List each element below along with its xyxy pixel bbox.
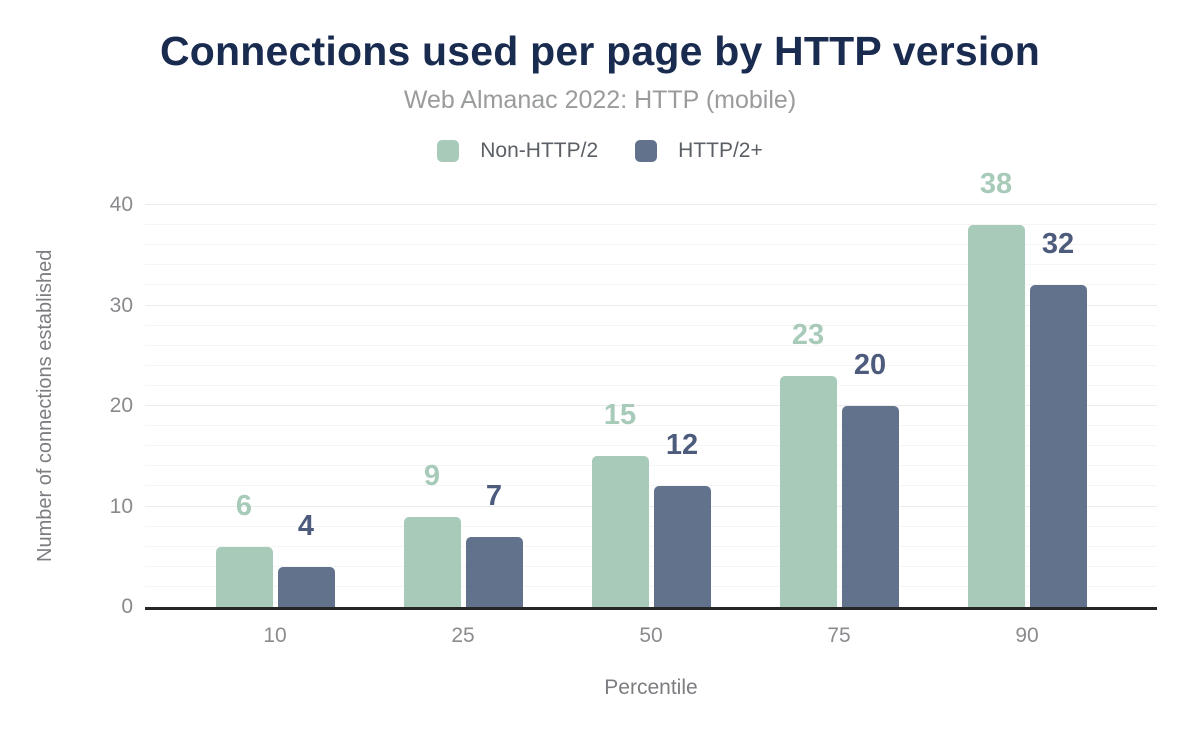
bar-non-http-2-p90[interactable] (967, 225, 1025, 607)
gridline (145, 344, 1157, 346)
y-axis-tick-labels: 0 10 20 30 40 (0, 193, 133, 618)
bar-column-http-2-p75: 20 (841, 205, 899, 607)
bar-non-http-2-p10[interactable] (215, 546, 273, 607)
gridline (145, 244, 1157, 246)
bar-column-http-2-p25: 7 (465, 205, 523, 607)
bar-non-http-2-p50[interactable] (591, 456, 649, 607)
bar-column-non-http-2-p50: 15 (591, 205, 649, 607)
bar-value-label: 9 (423, 459, 441, 492)
gridline (145, 304, 1157, 306)
y-tick-label: 20 (109, 394, 133, 417)
gridline (145, 425, 1157, 427)
bar-group-p50: 15 12 50 (557, 205, 745, 647)
bar-group-p90: 38 32 90 (933, 170, 1121, 647)
bar-column-non-http-2-p90: 38 (967, 170, 1025, 607)
bar-http-2-p90[interactable] (1029, 285, 1087, 607)
plot-area: 6 4 10 9 7 25 15 12 50 23 20 75 38 32 90 (145, 170, 1157, 647)
gridline (145, 384, 1157, 386)
bar-value-label: 15 (603, 399, 637, 432)
y-tick-label: 10 (109, 494, 133, 518)
bar-http-2-p50[interactable] (653, 486, 711, 607)
legend: Non-HTTP/2 HTTP/2+ (0, 139, 1200, 163)
bar-value-label: 38 (979, 168, 1013, 201)
chart-title: Connections used per page by HTTP versio… (159, 28, 1040, 74)
bar-value-label: 4 (297, 509, 315, 542)
bar-value-label: 32 (1041, 228, 1075, 261)
gridline (145, 525, 1157, 527)
y-tick-label: 30 (109, 293, 133, 317)
bar-value-label: 23 (791, 318, 825, 351)
bar-column-non-http-2-p25: 9 (403, 205, 461, 607)
gridline (145, 324, 1157, 326)
bar-group-p75: 23 20 75 (745, 205, 933, 647)
y-tick-label: 0 (121, 595, 133, 618)
bar-value-label: 20 (853, 349, 887, 381)
gridline (145, 565, 1157, 567)
gridline (145, 485, 1157, 487)
legend-swatch-http2plus-icon (635, 140, 658, 162)
bar-http-2-p25[interactable] (465, 536, 523, 607)
bar-non-http-2-p75[interactable] (779, 375, 837, 607)
legend-label-http2plus: HTTP/2+ (678, 139, 763, 162)
legend-item-non-http2: Non-HTTP/2 (437, 139, 598, 163)
gridline (145, 284, 1157, 286)
y-tick-label: 40 (109, 193, 133, 216)
legend-swatch-non-http2-icon (437, 140, 460, 162)
bar-http-2-p75[interactable] (841, 406, 899, 607)
x-tick-label: 50 (639, 624, 663, 647)
bar-column-http-2-p50: 12 (653, 205, 711, 607)
gridline (145, 224, 1157, 226)
bar-http-2-p10[interactable] (277, 566, 335, 607)
bar-column-non-http-2-p75: 23 (779, 205, 837, 607)
gridline (145, 545, 1157, 547)
gridline (145, 505, 1157, 507)
x-tick-label: 10 (263, 624, 287, 647)
bar-non-http-2-p25[interactable] (403, 516, 461, 607)
gridline (145, 364, 1157, 366)
bar-value-label: 7 (485, 479, 503, 512)
x-axis-title: Percentile (604, 676, 698, 699)
chart-subtitle: Web Almanac 2022: HTTP (mobile) (403, 86, 797, 114)
gridline (145, 204, 1157, 205)
gridline (145, 465, 1157, 467)
x-tick-label: 25 (451, 624, 475, 647)
gridline (145, 585, 1157, 587)
bar-value-label: 6 (235, 489, 253, 522)
x-tick-label: 90 (1015, 624, 1039, 647)
bar-column-http-2-p90: 32 (1029, 205, 1087, 607)
bar-group-p25: 9 7 25 (369, 205, 557, 647)
x-tick-label: 75 (827, 624, 851, 647)
bar-column-http-2-p10: 4 (277, 205, 335, 607)
bar-value-label: 12 (665, 429, 699, 462)
bar-group-p10: 6 4 10 (181, 205, 369, 647)
bar-column-non-http-2-p10: 6 (215, 205, 273, 607)
legend-item-http2plus: HTTP/2+ (635, 139, 763, 163)
gridline (145, 445, 1157, 447)
legend-label-non-http2: Non-HTTP/2 (480, 139, 599, 162)
gridline (145, 405, 1157, 406)
gridline (145, 264, 1157, 266)
